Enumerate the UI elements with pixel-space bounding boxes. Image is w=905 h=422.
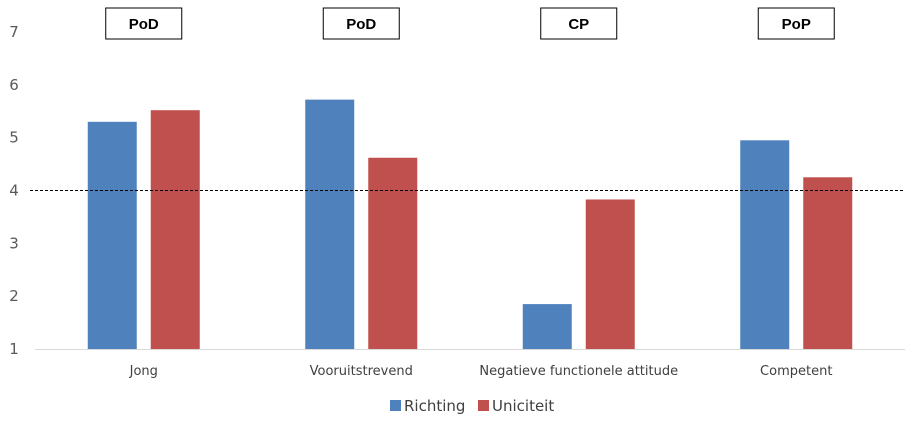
y-tick-label: 4 (9, 182, 19, 200)
bar-uniciteit-3 (585, 199, 635, 349)
bar-uniciteit-2 (368, 157, 418, 349)
y-tick-label: 2 (9, 287, 19, 305)
category-tag-box (322, 7, 400, 40)
category-tag: PoD (322, 7, 400, 40)
x-tick-label: Vooruitstrevend (310, 364, 413, 379)
bars (87, 99, 853, 350)
y-tick-label: 6 (9, 76, 19, 94)
category-tag-box (540, 7, 618, 40)
category-tag-label: PoP (782, 16, 811, 33)
x-tick-label: Negatieve functionele attitude (479, 364, 678, 379)
x-tick-label: Competent (760, 364, 832, 379)
legend-item-uniciteit: Uniciteit (478, 397, 554, 415)
bar-uniciteit-1 (150, 110, 200, 350)
legend-item-richting: Richting (390, 397, 465, 415)
bar-richting-4 (740, 140, 790, 349)
legend-label: Richting (404, 397, 465, 415)
legend: Richting Uniciteit (390, 397, 554, 415)
category-tag: PoP (757, 7, 835, 40)
legend-swatch (478, 400, 489, 411)
category-tag-box (757, 7, 835, 40)
category-tag: PoD (105, 7, 183, 40)
category-tag: CP (540, 7, 618, 40)
bar-richting-2 (305, 99, 355, 349)
category-tag-label: PoD (346, 16, 376, 33)
y-tick-label: 5 (9, 129, 19, 147)
bar-richting-1 (87, 121, 137, 349)
category-tags: PoD PoD CP PoP (105, 7, 835, 40)
legend-swatch (390, 400, 401, 411)
category-tag-label: CP (568, 16, 589, 33)
y-tick-label: 1 (9, 340, 19, 358)
category-tag-box (105, 7, 183, 40)
category-tag-label: PoD (129, 16, 159, 33)
y-tick-label: 3 (9, 234, 19, 252)
category-labels: Jong Vooruitstrevend Negatieve functionele… (129, 364, 833, 379)
y-tick-label: 7 (9, 23, 19, 41)
legend-label: Uniciteit (492, 397, 554, 415)
bar-richting-3 (522, 304, 572, 349)
bar-uniciteit-4 (803, 177, 853, 349)
x-tick-label: Jong (129, 364, 158, 379)
y-axis-ticks: 1 2 3 4 5 6 7 (9, 23, 19, 358)
